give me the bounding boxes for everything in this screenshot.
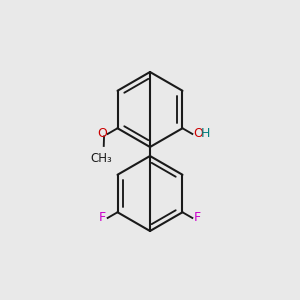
- Text: CH₃: CH₃: [91, 152, 112, 165]
- Text: F: F: [194, 212, 201, 224]
- Text: F: F: [99, 212, 106, 224]
- Text: O: O: [193, 128, 203, 140]
- Text: H: H: [201, 128, 210, 140]
- Text: O: O: [97, 128, 107, 140]
